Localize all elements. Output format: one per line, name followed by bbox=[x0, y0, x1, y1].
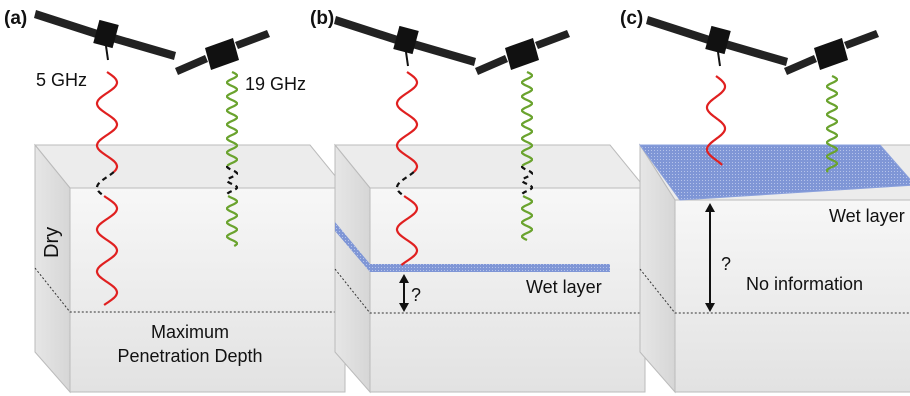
question-mark: ? bbox=[411, 285, 421, 305]
layer-label: Dry bbox=[41, 227, 63, 258]
box-side bbox=[35, 145, 70, 392]
box-top bbox=[335, 145, 645, 188]
box-side bbox=[335, 145, 370, 392]
wet-layer bbox=[370, 264, 610, 272]
satellite bbox=[175, 30, 270, 75]
satellite bbox=[334, 16, 476, 66]
satellite bbox=[34, 10, 176, 60]
layer-label: Wet layer bbox=[526, 277, 602, 297]
question-mark: ? bbox=[721, 254, 731, 274]
satellite bbox=[646, 16, 788, 66]
panel-label: (b) bbox=[310, 8, 334, 29]
satellite bbox=[475, 30, 570, 75]
layer-label: Wet layer bbox=[829, 206, 905, 226]
freq-label: 19 GHz bbox=[245, 74, 306, 94]
depth-label: Maximum bbox=[151, 322, 229, 342]
depth-label: Penetration Depth bbox=[117, 346, 262, 366]
diagram: (a) (b) (c) 5 GHz 19 GHz Dry Maximum Pen… bbox=[0, 0, 910, 396]
panel-label: (c) bbox=[620, 8, 643, 29]
freq-label: 5 GHz bbox=[36, 70, 87, 90]
note-label: No information bbox=[746, 274, 863, 294]
panel-label: (a) bbox=[4, 8, 27, 29]
box-top bbox=[35, 145, 345, 188]
satellite bbox=[784, 30, 879, 75]
